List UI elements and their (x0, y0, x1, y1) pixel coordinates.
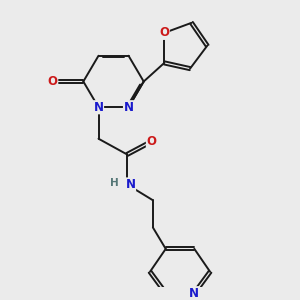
Text: N: N (125, 178, 136, 191)
Text: N: N (189, 287, 199, 300)
Text: N: N (124, 101, 134, 114)
Text: N: N (94, 101, 103, 114)
Text: H: H (110, 178, 118, 188)
Text: O: O (159, 26, 169, 39)
Text: O: O (48, 75, 58, 88)
Text: O: O (146, 135, 156, 148)
